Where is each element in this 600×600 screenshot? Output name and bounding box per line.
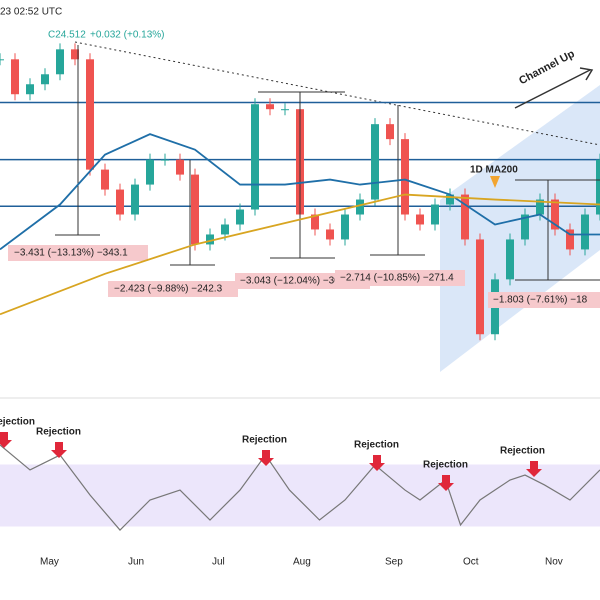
candle bbox=[26, 84, 34, 95]
x-tick-label: May bbox=[40, 557, 59, 568]
candle bbox=[476, 239, 484, 335]
candle bbox=[551, 199, 559, 230]
candle bbox=[176, 159, 184, 175]
rejection-label: Rejection bbox=[0, 417, 35, 428]
measure-arrows bbox=[55, 45, 600, 281]
change: +0.032 (+0.13%) bbox=[90, 30, 165, 41]
candle bbox=[446, 194, 454, 205]
rsi-line bbox=[0, 444, 600, 531]
candle bbox=[131, 184, 139, 215]
annotation: −2.423 (−9.88%) −242.3 bbox=[114, 284, 223, 295]
candle bbox=[221, 224, 229, 235]
candle bbox=[41, 74, 49, 85]
moving-average bbox=[0, 193, 600, 316]
candle bbox=[71, 49, 79, 60]
candle bbox=[521, 214, 529, 240]
rsi-band bbox=[0, 464, 600, 527]
rejection-label: Rejection bbox=[354, 440, 399, 451]
candle bbox=[146, 159, 154, 185]
trend-line bbox=[74, 41, 600, 146]
annotation: −1.803 (−7.61%) −18 bbox=[493, 295, 588, 306]
candle bbox=[536, 199, 544, 215]
annotation: −2.714 (−10.85%) −271.4 bbox=[340, 273, 454, 284]
candle bbox=[341, 214, 349, 240]
candle bbox=[356, 199, 364, 215]
candle bbox=[371, 124, 379, 200]
rejection-label: Rejection bbox=[423, 460, 468, 471]
x-tick-label: Aug bbox=[293, 557, 311, 568]
candle bbox=[386, 124, 394, 140]
candle bbox=[581, 214, 589, 250]
candle bbox=[86, 59, 94, 170]
candle bbox=[506, 239, 514, 280]
annotation: −3.043 (−12.04%) −304.3 bbox=[240, 276, 354, 287]
label-box bbox=[108, 281, 238, 297]
candle bbox=[206, 234, 214, 245]
candle bbox=[251, 104, 259, 210]
candle bbox=[596, 159, 600, 215]
x-tick-label: Sep bbox=[385, 557, 403, 568]
candle bbox=[311, 214, 319, 230]
x-tick-label: Oct bbox=[463, 557, 479, 568]
header: 23 02:52 UTC bbox=[0, 7, 62, 18]
candle bbox=[11, 59, 19, 95]
label-box bbox=[8, 245, 148, 261]
candle bbox=[191, 174, 199, 245]
candle bbox=[281, 109, 289, 111]
candle bbox=[266, 104, 274, 110]
rejection-label: Rejection bbox=[242, 435, 287, 446]
candle bbox=[116, 189, 124, 215]
candle bbox=[401, 139, 409, 215]
candle bbox=[236, 209, 244, 225]
candle bbox=[326, 229, 334, 240]
candle bbox=[566, 229, 574, 250]
candle bbox=[56, 49, 64, 75]
candle bbox=[161, 159, 169, 161]
candle bbox=[101, 169, 109, 190]
rejection-label: Rejection bbox=[500, 446, 545, 457]
candle bbox=[416, 214, 424, 225]
x-tick-label: Jul bbox=[212, 557, 225, 568]
rejection-arrows bbox=[0, 432, 542, 491]
moving-average bbox=[0, 133, 600, 251]
x-tick-label: Jun bbox=[128, 557, 144, 568]
rejections: Rejection Rejection Rejection Rejection … bbox=[0, 417, 545, 471]
label-box bbox=[488, 292, 600, 308]
candle bbox=[461, 194, 469, 240]
ma-arrow bbox=[490, 176, 500, 188]
label-box bbox=[335, 270, 465, 286]
annotation: −3.431 (−13.13%) −343.1 bbox=[14, 248, 128, 259]
candle bbox=[431, 204, 439, 225]
x-tick-label: Nov bbox=[545, 557, 563, 568]
candle bbox=[0, 59, 4, 61]
ma-label: 1D MA200 bbox=[470, 165, 518, 176]
rejection-label: Rejection bbox=[36, 427, 81, 438]
quote: C24.512 bbox=[48, 30, 86, 41]
